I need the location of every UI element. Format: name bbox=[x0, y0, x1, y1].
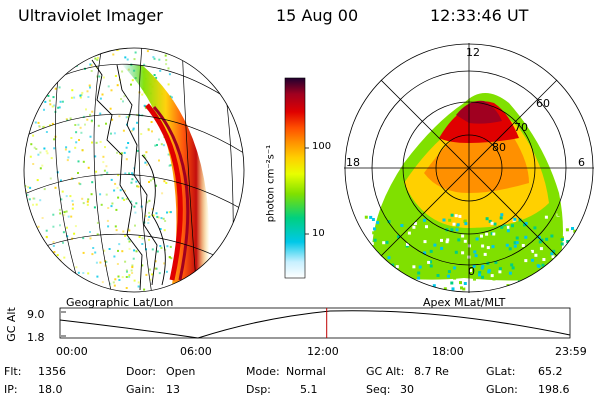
geographic-map bbox=[23, 47, 245, 293]
mlt-label-6: 6 bbox=[578, 156, 585, 169]
colorbar-tick-10: 10 bbox=[312, 228, 325, 239]
altitude-plot bbox=[59, 307, 571, 339]
glon-value: 198.6 bbox=[538, 383, 570, 396]
time-label: 12:33:46 UT bbox=[430, 6, 529, 25]
time-tick-0600: 06:00 bbox=[180, 345, 212, 358]
glat-label: GLat: bbox=[486, 365, 516, 378]
door-value: Open bbox=[166, 365, 196, 378]
time-tick-1800: 18:00 bbox=[432, 345, 464, 358]
ip-value: 18.0 bbox=[38, 383, 63, 396]
seq-value: 30 bbox=[400, 383, 414, 396]
gcalt-label: GC Alt: bbox=[366, 365, 405, 378]
gain-value: 13 bbox=[166, 383, 180, 396]
geographic-caption: Geographic Lat/Lon bbox=[66, 296, 174, 309]
door-label: Door: bbox=[126, 365, 156, 378]
ip-label: IP: bbox=[4, 383, 18, 396]
seq-label: Seq: bbox=[366, 383, 391, 396]
mlat-label-70: 70 bbox=[514, 121, 528, 134]
mlt-label-18: 18 bbox=[346, 156, 360, 169]
apex-polar-map bbox=[344, 43, 594, 293]
instrument-title: Ultraviolet Imager bbox=[18, 6, 163, 25]
time-tick-1200: 12:00 bbox=[307, 345, 339, 358]
gain-label: Gain: bbox=[126, 383, 155, 396]
alt-tick-high: 9.0 bbox=[27, 308, 45, 321]
colorbar-unit-label: photon cm⁻²s⁻¹ bbox=[265, 144, 277, 223]
time-tick-2359: 23:59 bbox=[555, 345, 587, 358]
gcalt-value: 8.7 Re bbox=[414, 365, 449, 378]
dsp-value: 5.1 bbox=[300, 383, 318, 396]
apex-caption: Apex MLat/MLT bbox=[423, 296, 506, 309]
mlt-label-12: 12 bbox=[466, 46, 480, 59]
mode-value: Normal bbox=[286, 365, 326, 378]
colorbar bbox=[284, 77, 309, 279]
date-label: 15 Aug 00 bbox=[276, 6, 359, 25]
gc-alt-axis-label: GC Alt bbox=[4, 307, 18, 342]
mode-label: Mode: bbox=[246, 365, 280, 378]
mlat-label-80: 80 bbox=[492, 141, 506, 154]
alt-tick-low: 1.8 bbox=[27, 331, 45, 344]
glon-label: GLon: bbox=[486, 383, 518, 396]
mlt-label-0: 0 bbox=[468, 265, 475, 278]
mlat-label-60: 60 bbox=[536, 97, 550, 110]
glat-value: 65.2 bbox=[538, 365, 563, 378]
dsp-label: Dsp: bbox=[246, 383, 271, 396]
colorbar-tick-100: 100 bbox=[312, 141, 332, 152]
flt-value: 1356 bbox=[38, 365, 66, 378]
time-tick-0000: 00:00 bbox=[56, 345, 88, 358]
flt-label: Flt: bbox=[4, 365, 22, 378]
